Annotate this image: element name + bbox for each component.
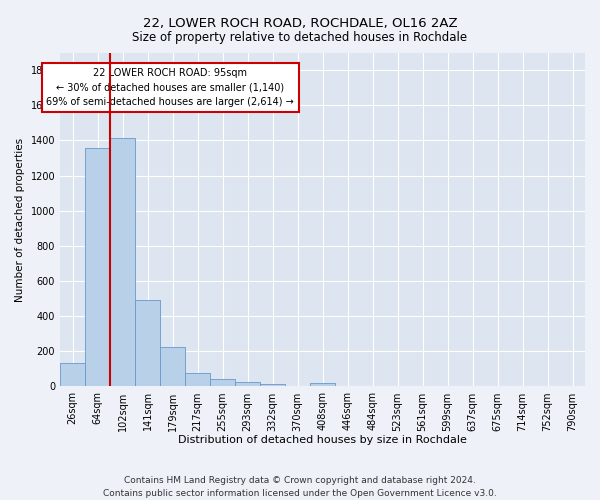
Bar: [135, 300, 160, 386]
Bar: [210, 378, 235, 386]
Text: Size of property relative to detached houses in Rochdale: Size of property relative to detached ho…: [133, 31, 467, 44]
X-axis label: Distribution of detached houses by size in Rochdale: Distribution of detached houses by size …: [178, 435, 467, 445]
Bar: [310, 383, 335, 386]
Bar: [160, 347, 185, 387]
Bar: [60, 362, 85, 386]
Text: 22, LOWER ROCH ROAD, ROCHDALE, OL16 2AZ: 22, LOWER ROCH ROAD, ROCHDALE, OL16 2AZ: [143, 18, 457, 30]
Text: Contains HM Land Registry data © Crown copyright and database right 2024.
Contai: Contains HM Land Registry data © Crown c…: [103, 476, 497, 498]
Bar: [85, 148, 110, 386]
Text: 22 LOWER ROCH ROAD: 95sqm
← 30% of detached houses are smaller (1,140)
69% of se: 22 LOWER ROCH ROAD: 95sqm ← 30% of detac…: [46, 68, 294, 108]
Bar: [235, 382, 260, 386]
Y-axis label: Number of detached properties: Number of detached properties: [15, 138, 25, 302]
Bar: [260, 384, 285, 386]
Bar: [185, 374, 210, 386]
Bar: [110, 138, 135, 386]
